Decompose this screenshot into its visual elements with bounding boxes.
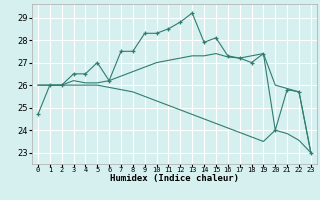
X-axis label: Humidex (Indice chaleur): Humidex (Indice chaleur): [110, 174, 239, 183]
